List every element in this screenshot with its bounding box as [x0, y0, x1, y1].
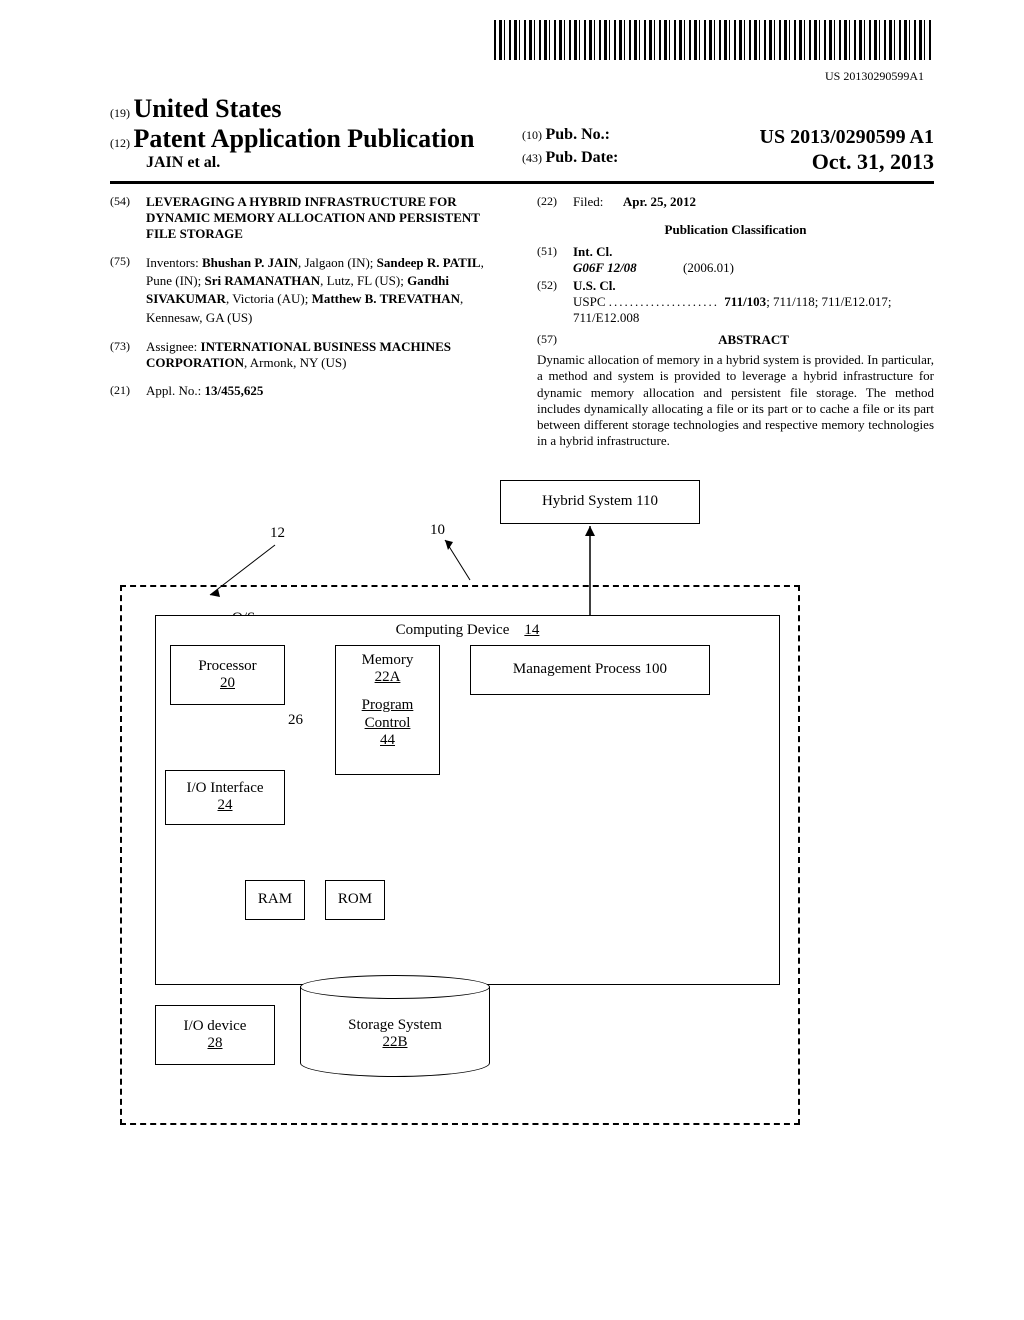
io-device-label: I/O device	[160, 1018, 270, 1035]
intcl-label: Int. Cl.	[573, 244, 934, 260]
pubno: US 2013/0290599 A1	[760, 126, 934, 149]
country: United States	[134, 94, 282, 123]
processor-ref: 20	[175, 675, 280, 692]
io-device-box: I/O device 28	[155, 1005, 275, 1065]
program-control-label: Program Control	[340, 696, 435, 732]
divider	[110, 181, 934, 184]
io-interface-box: I/O Interface 24	[165, 770, 285, 825]
right-col: (22) Filed: Apr. 25, 2012 Publication Cl…	[537, 194, 934, 450]
uscl-code: (52)	[537, 278, 573, 326]
applno-label: Appl. No.:	[146, 383, 201, 398]
memory-ref: 22A	[340, 669, 435, 686]
pubdate-code: (43)	[522, 151, 542, 165]
rom-box: ROM	[325, 880, 385, 920]
barcode-graphic	[494, 20, 934, 60]
management-process-box: Management Process 100	[470, 645, 710, 695]
abstract-body: Dynamic allocation of memory in a hybrid…	[537, 352, 934, 450]
header-right: (10) Pub. No.: US 2013/0290599 A1 (43) P…	[522, 94, 934, 175]
title-code: (54)	[110, 194, 146, 242]
applno-code: (21)	[110, 383, 146, 399]
storage-cylinder: Storage System 22B	[300, 975, 490, 1077]
filed: Apr. 25, 2012	[623, 194, 696, 209]
doctype-code: (12)	[110, 136, 130, 150]
hybrid-system-box: Hybrid System 110	[500, 480, 700, 524]
ref-12: 12	[270, 525, 285, 542]
inventor-loc: , Lutz, FL (US);	[320, 273, 407, 288]
assignee-label: Assignee:	[146, 339, 197, 354]
storage-label: Storage System	[301, 1017, 489, 1034]
intcl-class: G06F 12/08	[573, 260, 683, 276]
applno: 13/455,625	[205, 383, 264, 398]
pubno-code: (10)	[522, 128, 542, 142]
computing-device-label: Computing Device	[396, 622, 510, 638]
header-row: (19) United States (12) Patent Applicati…	[110, 94, 934, 175]
io-device-ref: 28	[160, 1035, 270, 1052]
inventor-name: Matthew B. TREVATHAN	[312, 291, 460, 306]
intcl-code: (51)	[537, 244, 573, 276]
barcode-number: US 20130290599A1	[110, 69, 924, 84]
ref-26: 26	[288, 712, 303, 729]
uspc-main: 711/103	[724, 294, 766, 309]
ram-box: RAM	[245, 880, 305, 920]
assignee-code: (73)	[110, 339, 146, 371]
pubdate-label: Pub. Date:	[546, 149, 619, 166]
io-interface-ref: 24	[170, 797, 280, 814]
barcode-area	[110, 20, 934, 65]
inventors-code: (75)	[110, 254, 146, 327]
memory-label: Memory	[340, 652, 435, 669]
rom-label: ROM	[330, 891, 380, 908]
uscl-label: U.S. Cl.	[573, 278, 934, 294]
memory-box: Memory 22A Program Control 44	[335, 645, 440, 775]
hybrid-system-label: Hybrid System 110	[505, 493, 695, 510]
program-control-ref: 44	[340, 732, 435, 749]
abstract-code: (57)	[537, 332, 573, 350]
intcl-year: (2006.01)	[683, 260, 734, 276]
title: LEVERAGING A HYBRID INFRASTRUCTURE FOR D…	[146, 194, 507, 242]
inventor-name: Bhushan P. JAIN	[202, 255, 298, 270]
inventor-name: Sandeep R. PATIL	[377, 255, 481, 270]
io-interface-label: I/O Interface	[170, 780, 280, 797]
inventor-loc: , Jalgaon (IN);	[298, 255, 377, 270]
inventor-name: Sri RAMANATHAN	[205, 273, 321, 288]
abstract-head: ABSTRACT	[573, 332, 934, 348]
processor-label: Processor	[175, 658, 280, 675]
ram-label: RAM	[250, 891, 300, 908]
figure: Hybrid System 110 12 10 O/S Computing De…	[110, 480, 934, 1140]
computing-device-ref: 14	[524, 622, 539, 638]
storage-ref: 22B	[301, 1034, 489, 1051]
filed-code: (22)	[537, 194, 573, 210]
filed-label: Filed:	[573, 194, 603, 209]
uspc-dots: .....................	[609, 294, 725, 309]
two-col: (54) LEVERAGING A HYBRID INFRASTRUCTURE …	[110, 194, 934, 450]
pubdate: Oct. 31, 2013	[812, 149, 934, 175]
processor-box: Processor 20	[170, 645, 285, 705]
uspc-label: USPC	[573, 294, 606, 309]
country-code: (19)	[110, 106, 130, 120]
management-process-label: Management Process 100	[475, 661, 705, 678]
left-col: (54) LEVERAGING A HYBRID INFRASTRUCTURE …	[110, 194, 507, 450]
header-left: (19) United States (12) Patent Applicati…	[110, 94, 522, 175]
classification-head: Publication Classification	[537, 222, 934, 238]
inventor-loc: , Victoria (AU);	[226, 291, 312, 306]
assignee-loc: , Armonk, NY (US)	[244, 355, 346, 370]
authors: JAIN et al.	[146, 154, 522, 172]
doctype: Patent Application Publication	[134, 124, 475, 153]
ref-10: 10	[430, 522, 445, 539]
pubno-label: Pub. No.:	[546, 126, 610, 143]
inventors-label: Inventors:	[146, 255, 199, 270]
